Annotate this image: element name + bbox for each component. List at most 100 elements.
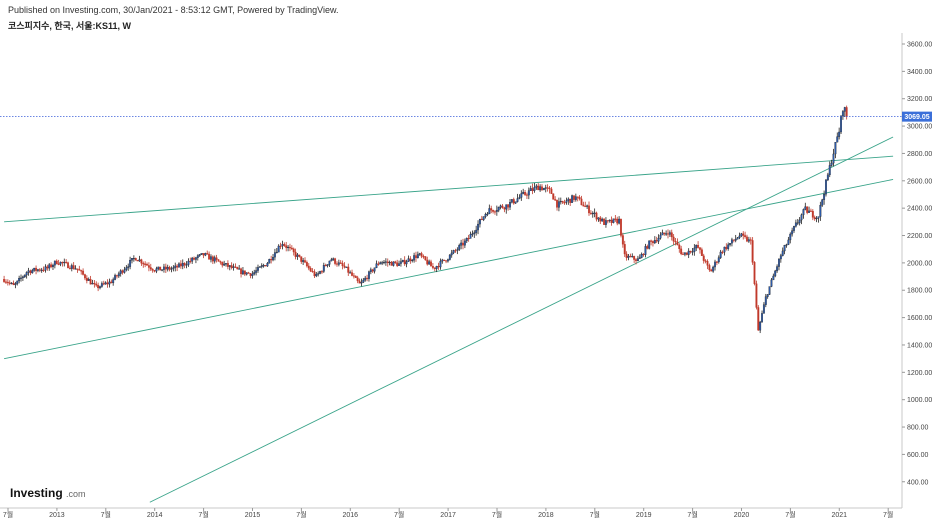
- candle: [347, 263, 350, 276]
- candle: [311, 268, 314, 273]
- candle: [106, 279, 109, 288]
- candle: [8, 280, 11, 286]
- candle: [830, 159, 833, 167]
- candle-body: [465, 238, 468, 242]
- y-tick-label: 800.00: [907, 425, 929, 432]
- candle: [149, 263, 152, 272]
- candle-body: [97, 285, 100, 289]
- candle: [65, 259, 68, 264]
- candle-body: [277, 245, 280, 253]
- candle: [418, 252, 421, 256]
- candle-body: [74, 268, 77, 270]
- candle-body: [537, 185, 540, 191]
- candle: [200, 253, 203, 256]
- candle-body: [774, 270, 777, 277]
- candle: [490, 205, 493, 214]
- candle: [480, 215, 483, 221]
- candle-body: [653, 240, 656, 244]
- candle: [292, 247, 295, 256]
- candle-body: [401, 259, 404, 262]
- candle-body: [700, 249, 703, 257]
- candle: [761, 310, 763, 323]
- candle-body: [522, 192, 525, 194]
- candle: [349, 270, 352, 274]
- candle-body: [266, 263, 269, 267]
- candle-body: [183, 262, 186, 266]
- candle: [131, 258, 133, 264]
- candle-body: [525, 194, 528, 196]
- candle: [272, 254, 274, 262]
- candle: [164, 263, 167, 273]
- candle-body: [744, 235, 747, 238]
- candle-body: [542, 188, 545, 191]
- candle: [232, 263, 235, 271]
- candle: [573, 195, 575, 202]
- candle-body: [612, 218, 615, 223]
- candle-body: [396, 262, 399, 266]
- candle: [119, 269, 122, 277]
- candle-body: [813, 217, 816, 219]
- candle-body: [672, 236, 675, 242]
- candle: [768, 286, 771, 295]
- candle: [670, 229, 673, 241]
- candle: [548, 185, 551, 194]
- candle-body: [501, 205, 504, 208]
- candle: [584, 201, 587, 208]
- candle: [522, 188, 525, 195]
- candle: [721, 250, 724, 255]
- candle: [542, 187, 545, 191]
- candle-body: [477, 223, 479, 231]
- candle: [749, 237, 752, 245]
- candle: [53, 260, 56, 269]
- candle: [110, 279, 113, 284]
- candle-body: [230, 265, 233, 268]
- candle-body: [394, 261, 397, 263]
- candle-body: [514, 201, 517, 204]
- candle: [717, 255, 720, 264]
- candle-body: [121, 270, 124, 273]
- candle: [307, 263, 310, 271]
- candle-body: [636, 258, 639, 262]
- candle: [52, 263, 54, 270]
- candle: [25, 271, 28, 279]
- candle-body: [46, 266, 49, 269]
- candle-body: [364, 277, 367, 281]
- candle-body: [838, 131, 841, 137]
- y-tick-label: 1400.00: [907, 342, 932, 349]
- candle: [546, 184, 549, 192]
- candle: [529, 185, 532, 191]
- candle-body: [742, 233, 745, 236]
- candle-body: [531, 188, 534, 191]
- candle: [161, 269, 164, 272]
- candle-body: [174, 265, 177, 268]
- candle: [268, 258, 271, 264]
- candle: [204, 252, 207, 257]
- candle: [219, 260, 222, 265]
- candle: [764, 293, 767, 308]
- candle: [650, 239, 653, 246]
- candle-body: [243, 270, 246, 275]
- candle: [174, 262, 177, 272]
- candle: [317, 271, 320, 277]
- candle-body: [57, 263, 60, 265]
- x-tick-label: 7월: [394, 510, 404, 519]
- candle-body: [52, 264, 54, 268]
- candle-body: [191, 257, 194, 262]
- candle-body: [245, 272, 248, 275]
- candle: [644, 243, 647, 258]
- candle-body: [832, 153, 835, 164]
- candle-body: [614, 218, 617, 220]
- candle-body: [168, 267, 171, 270]
- candle-body: [181, 262, 184, 267]
- candle: [550, 187, 553, 194]
- candle: [569, 198, 572, 206]
- candle-body: [151, 268, 154, 271]
- candle: [462, 238, 464, 250]
- candle-body: [424, 256, 427, 261]
- candle: [762, 302, 765, 314]
- candle-body: [808, 210, 811, 213]
- y-tick-label: 2200.00: [907, 233, 932, 240]
- candle-body: [719, 251, 722, 258]
- candle-body: [287, 246, 290, 249]
